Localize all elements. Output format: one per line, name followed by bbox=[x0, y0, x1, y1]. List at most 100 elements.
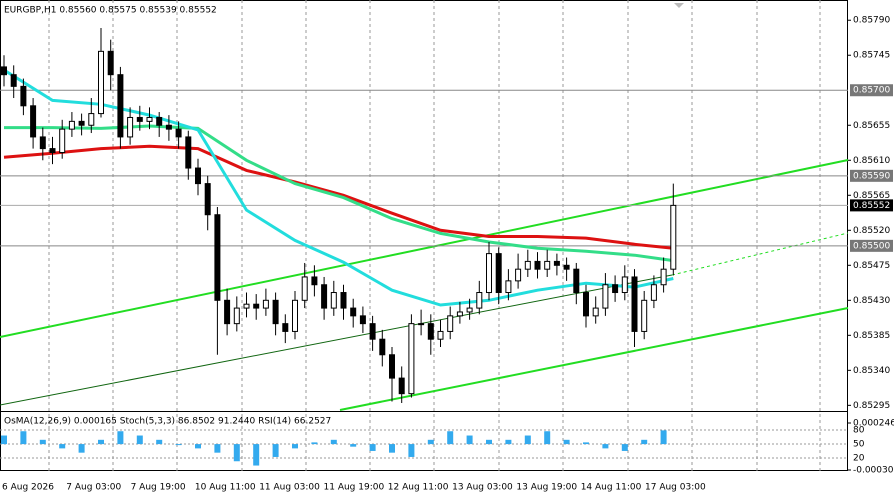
y-tick-label: 0.85520 bbox=[853, 226, 890, 236]
candle-body bbox=[146, 116, 153, 122]
osma-bar bbox=[156, 439, 163, 445]
osma-bar bbox=[544, 431, 551, 445]
y-tick-label: 0.85610 bbox=[853, 156, 890, 166]
osma-bar bbox=[175, 444, 182, 446]
candle-body bbox=[456, 311, 463, 317]
candle-body bbox=[330, 292, 337, 309]
candle-body bbox=[369, 323, 376, 340]
candle-body bbox=[563, 264, 570, 270]
osma-bar bbox=[621, 444, 628, 451]
candle-body bbox=[524, 260, 531, 270]
osma-bar bbox=[1, 435, 7, 445]
candle-body bbox=[282, 323, 289, 332]
level-box bbox=[850, 84, 893, 97]
candle-body bbox=[10, 74, 17, 87]
candle-body bbox=[262, 299, 269, 309]
candle-body bbox=[321, 284, 328, 309]
osma-bar bbox=[660, 430, 667, 445]
candle-body bbox=[592, 307, 599, 317]
candle-body bbox=[534, 260, 541, 270]
osma-bar bbox=[330, 439, 337, 445]
y-tick-label: 0.85565 bbox=[853, 191, 890, 201]
indicator-tick-label: -0.000302 bbox=[853, 466, 894, 476]
trend-channel bbox=[0, 159, 849, 411]
candle-body bbox=[476, 292, 483, 309]
candle-body bbox=[427, 323, 434, 340]
candle-body bbox=[631, 276, 638, 332]
candle-body bbox=[233, 307, 240, 325]
osma-bar bbox=[369, 444, 376, 451]
indicator-tick-label: 0.000246 bbox=[853, 419, 894, 429]
candle-body bbox=[437, 330, 444, 340]
osma-bar bbox=[98, 439, 104, 445]
candle-body bbox=[641, 299, 648, 332]
candle-body bbox=[466, 307, 473, 313]
candle-body bbox=[88, 113, 95, 126]
x-tick-label: 12 Aug 11:00 bbox=[388, 483, 449, 493]
candle-body bbox=[408, 323, 415, 395]
candle-body bbox=[224, 299, 231, 325]
candle-body bbox=[98, 50, 104, 115]
level-box bbox=[850, 239, 893, 252]
osma-bar bbox=[389, 444, 395, 453]
x-tick-label: 13 Aug 19:00 bbox=[516, 483, 577, 493]
osma-bar bbox=[78, 444, 85, 453]
moving-average bbox=[4, 124, 674, 263]
candle-body bbox=[311, 276, 318, 286]
osma-bar bbox=[427, 439, 434, 445]
y-tick-label: 0.85790 bbox=[853, 16, 890, 26]
x-tick-label: 11 Aug 19:00 bbox=[324, 483, 385, 493]
candle-body bbox=[350, 307, 357, 317]
candle-body bbox=[68, 120, 75, 130]
candle-body bbox=[165, 124, 172, 130]
candle-body bbox=[253, 303, 260, 309]
candle-body bbox=[495, 253, 502, 294]
level-label: 0.85500 bbox=[853, 241, 890, 251]
time-grid bbox=[48, 0, 821, 471]
candle-body bbox=[136, 116, 143, 122]
osma-bar bbox=[602, 444, 609, 449]
candle-body bbox=[670, 204, 677, 270]
candle-body bbox=[418, 323, 425, 326]
candle-body bbox=[301, 276, 308, 301]
candle-body bbox=[49, 148, 56, 153]
last-price-box bbox=[850, 199, 893, 212]
osma-bar bbox=[466, 435, 473, 445]
osma-bar bbox=[59, 444, 66, 449]
moving-average bbox=[3, 144, 674, 250]
candle-body bbox=[195, 167, 201, 185]
candle-body bbox=[39, 136, 46, 150]
x-tick-label: 17 Aug 03:00 bbox=[645, 483, 706, 493]
x-tick-label: 14 Aug 11:00 bbox=[581, 483, 642, 493]
x-tick-label: 13 Aug 03:00 bbox=[452, 483, 513, 493]
candle-body bbox=[544, 260, 551, 270]
moving-average bbox=[3, 68, 674, 307]
level-box bbox=[850, 169, 893, 182]
indicator-title: OsMA(12,26,9) 0.000165 Stoch(5,3,3) 86.8… bbox=[4, 417, 331, 427]
osma-bar bbox=[447, 431, 454, 445]
candle-body bbox=[447, 315, 454, 332]
osma-bar bbox=[233, 444, 240, 462]
shift-marker bbox=[674, 3, 684, 8]
osma-bar bbox=[524, 435, 531, 445]
x-tick-label: 7 Aug 19:00 bbox=[131, 483, 186, 493]
osma-bar bbox=[214, 444, 221, 453]
osma-bar bbox=[272, 444, 279, 457]
osma-bar bbox=[505, 439, 512, 445]
candle-body bbox=[573, 268, 580, 294]
candle-body bbox=[175, 128, 182, 138]
level-label: 0.85590 bbox=[853, 171, 890, 181]
osma-bar bbox=[486, 439, 492, 445]
candle-body bbox=[515, 268, 522, 282]
candle-body bbox=[117, 74, 124, 138]
osma-bar bbox=[292, 444, 298, 449]
candle-body bbox=[107, 50, 114, 76]
candle-body bbox=[660, 268, 667, 286]
indicator-level-label: 20 bbox=[853, 454, 865, 464]
candle-body bbox=[505, 280, 512, 294]
osma-bar bbox=[350, 444, 357, 447]
indicator-level-label: 50 bbox=[853, 440, 865, 450]
osma-bar bbox=[253, 444, 260, 466]
candle-body bbox=[389, 354, 395, 379]
